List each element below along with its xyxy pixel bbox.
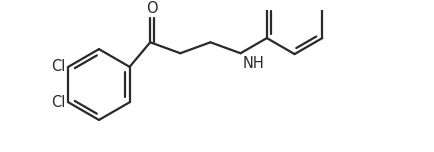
Text: NH: NH bbox=[243, 56, 264, 71]
Text: Cl: Cl bbox=[52, 95, 66, 110]
Text: O: O bbox=[146, 1, 158, 16]
Text: Cl: Cl bbox=[52, 59, 66, 74]
